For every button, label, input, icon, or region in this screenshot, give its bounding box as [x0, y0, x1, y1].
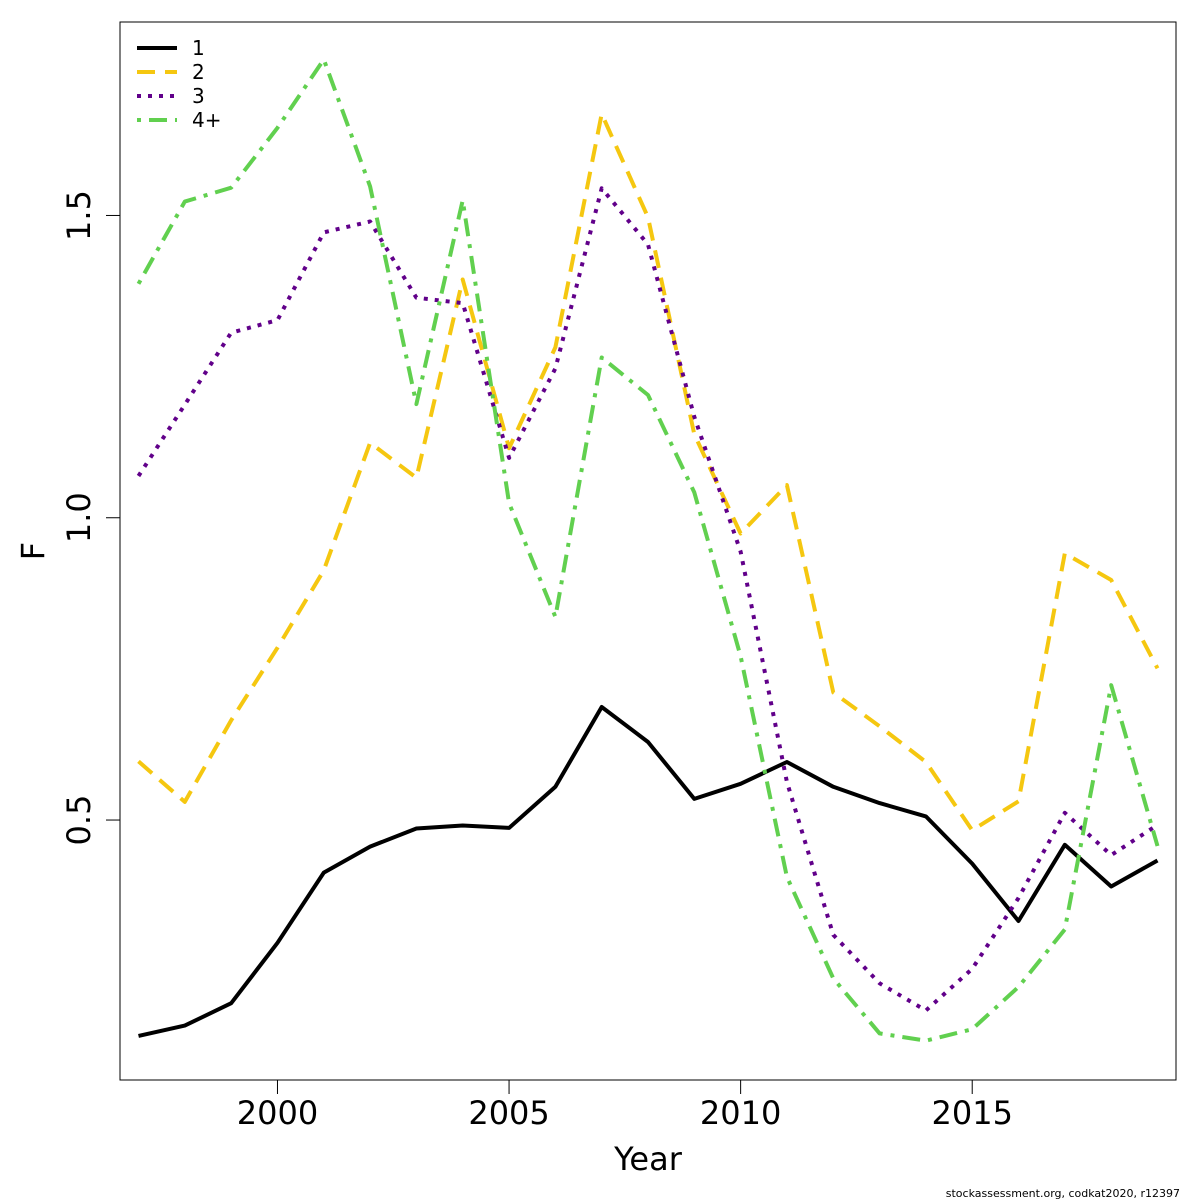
footer-text: stockassessment.org, codkat2020, r12397 [946, 1187, 1180, 1200]
legend-label-4: 4+ [192, 108, 221, 132]
x-tick-label: 2000 [237, 1094, 318, 1132]
y-tick-label: 1.0 [60, 492, 98, 543]
legend-label-3: 3 [192, 84, 205, 108]
y-tick-label: 1.5 [60, 190, 98, 241]
y-axis: 0.5 1.0 1.5 [60, 190, 121, 846]
series-line-2 [137, 111, 1160, 833]
series-line-4 [136, 57, 1160, 1043]
x-tick-label: 2015 [931, 1094, 1012, 1132]
y-tick-label: 0.5 [60, 795, 98, 846]
x-axis-title: Year [613, 1140, 683, 1178]
series-layer [136, 57, 1160, 1043]
x-tick-label: 2005 [468, 1094, 549, 1132]
x-tick-label: 2010 [700, 1094, 781, 1132]
y-axis-title: F [14, 542, 52, 560]
series-line-3 [136, 186, 1159, 1013]
x-axis: 2000 2005 2010 2015 [237, 1079, 1013, 1132]
legend-label-2: 2 [192, 60, 205, 84]
series-line-1 [138, 705, 1159, 1038]
legend-label-1: 1 [192, 36, 205, 60]
